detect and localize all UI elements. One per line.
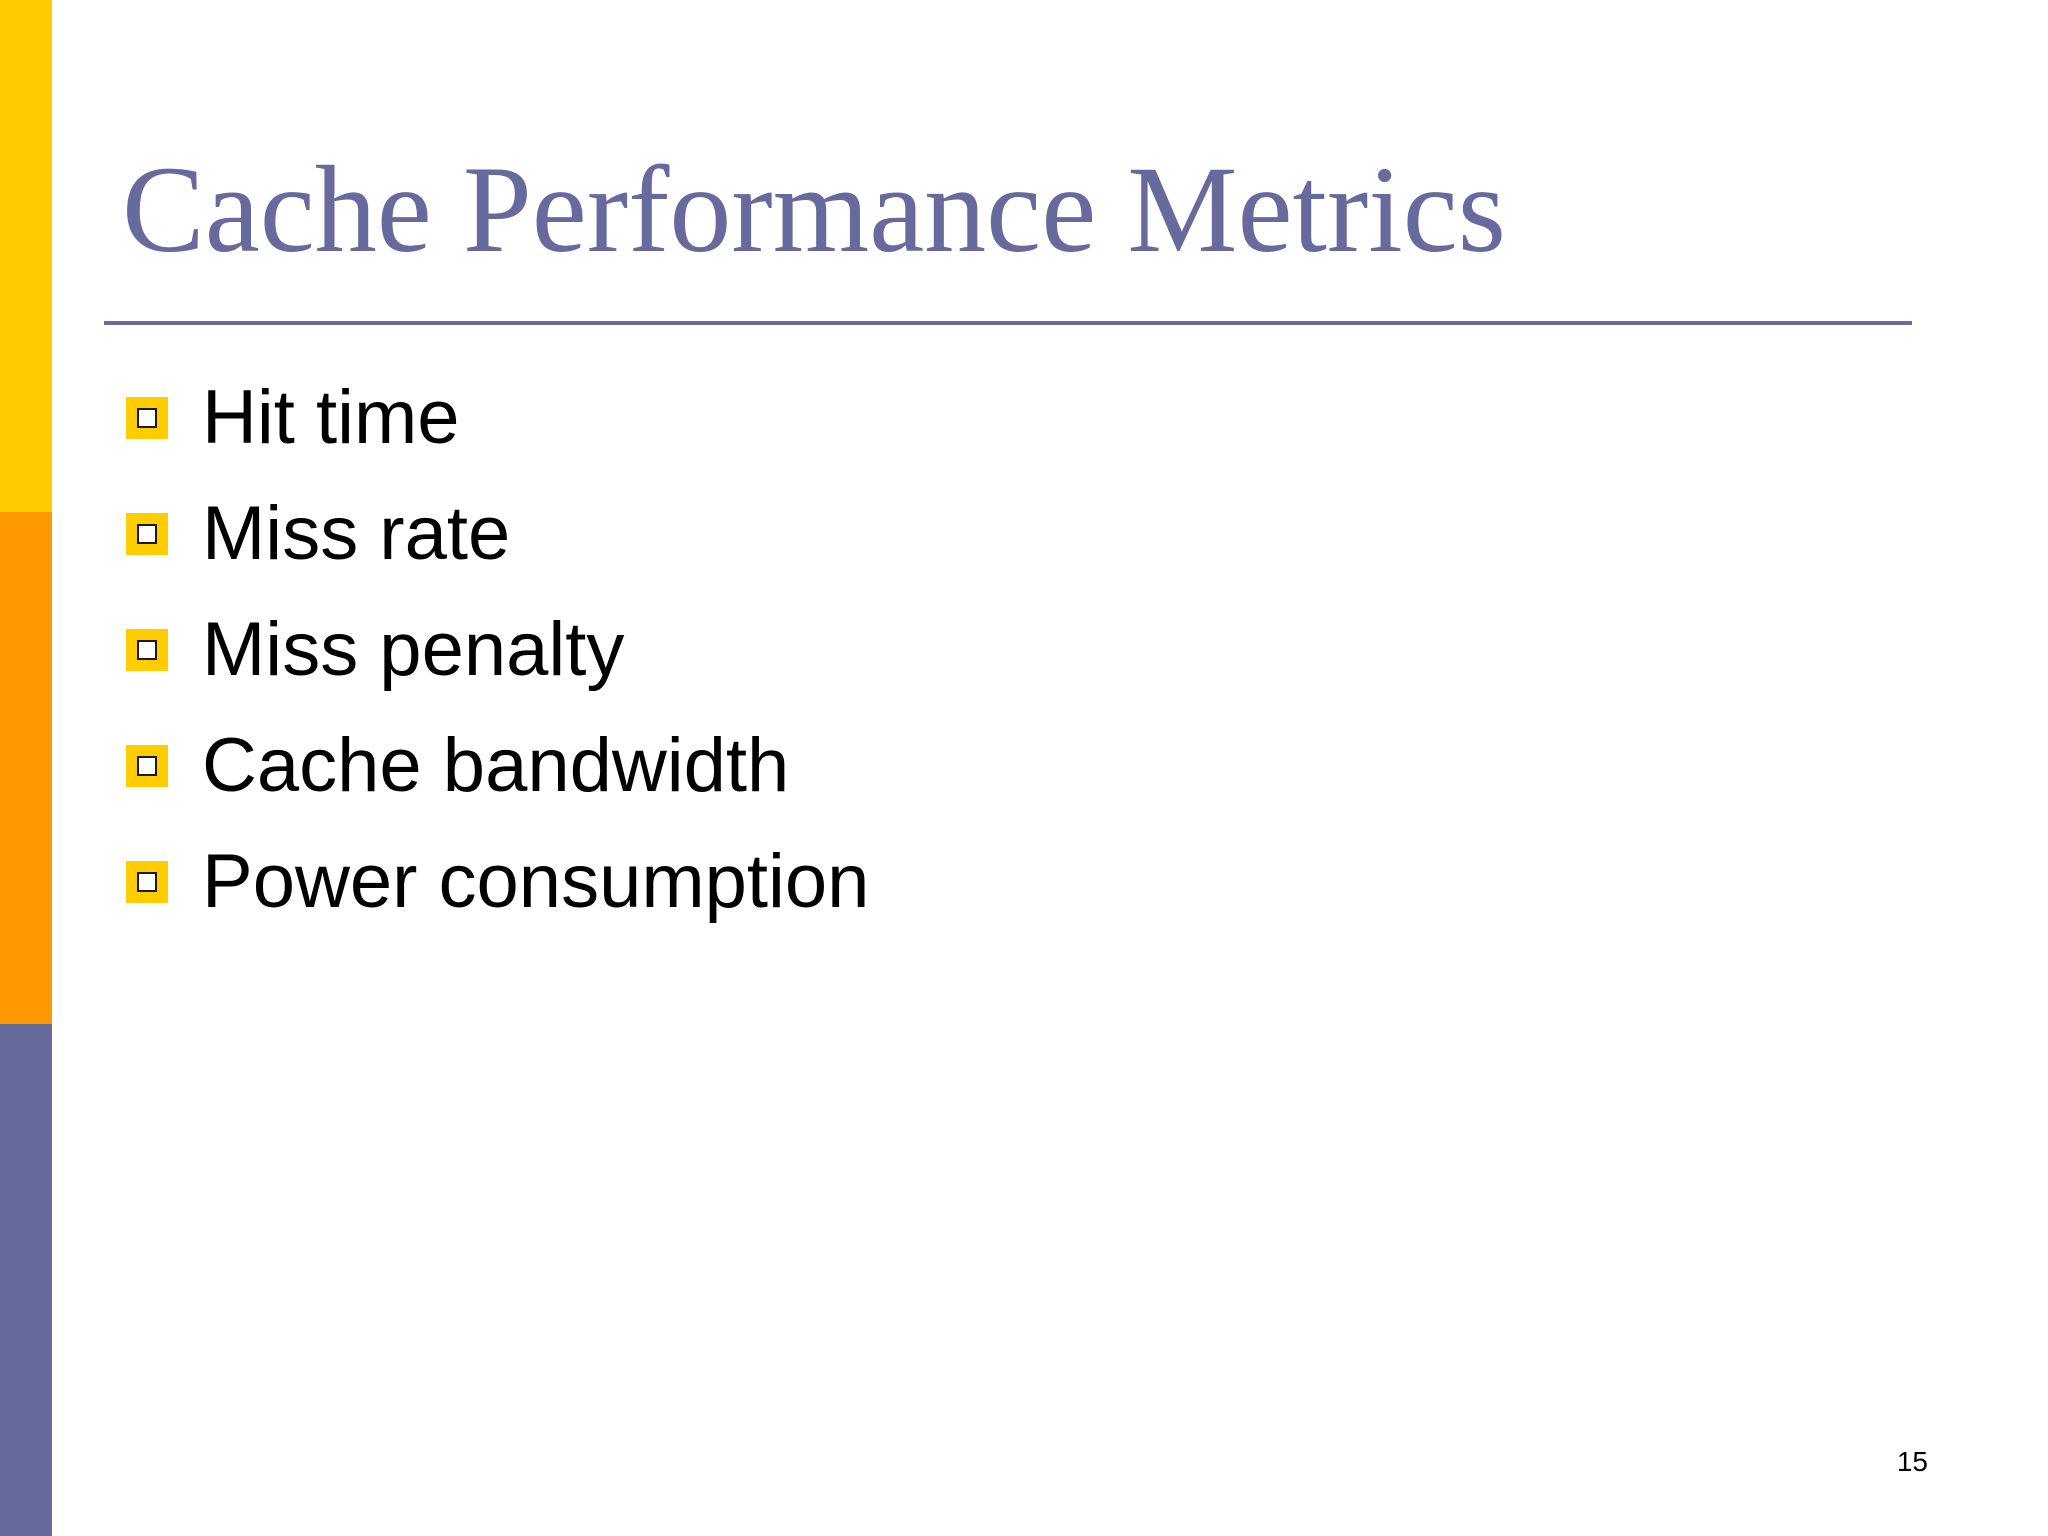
slide-title: Cache Performance Metrics (122, 141, 1507, 278)
bullet-item: Miss rate (126, 476, 869, 592)
square-bullet-icon (126, 513, 168, 555)
square-bullet-icon (126, 397, 168, 439)
bullet-item: Cache bandwidth (126, 708, 869, 824)
bullet-item: Power consumption (126, 824, 869, 940)
side-bar-purple (0, 1024, 52, 1536)
bullet-text: Power consumption (202, 839, 870, 924)
square-bullet-icon (126, 745, 168, 787)
bullet-text: Cache bandwidth (202, 723, 790, 808)
square-bullet-icon (126, 629, 168, 671)
bullet-item: Miss penalty (126, 592, 869, 708)
bullet-item: Hit time (126, 360, 869, 476)
side-bar-yellow (0, 0, 52, 512)
bullet-text: Hit time (202, 375, 460, 460)
title-underline (104, 321, 1912, 325)
bullet-list: Hit time Miss rate Miss penalty Cache ba… (126, 360, 869, 940)
page-number: 15 (1896, 1446, 1928, 1477)
square-bullet-icon (126, 861, 168, 903)
side-bar-orange (0, 512, 52, 1024)
bullet-text: Miss penalty (202, 607, 625, 692)
bullet-text: Miss rate (202, 491, 511, 576)
